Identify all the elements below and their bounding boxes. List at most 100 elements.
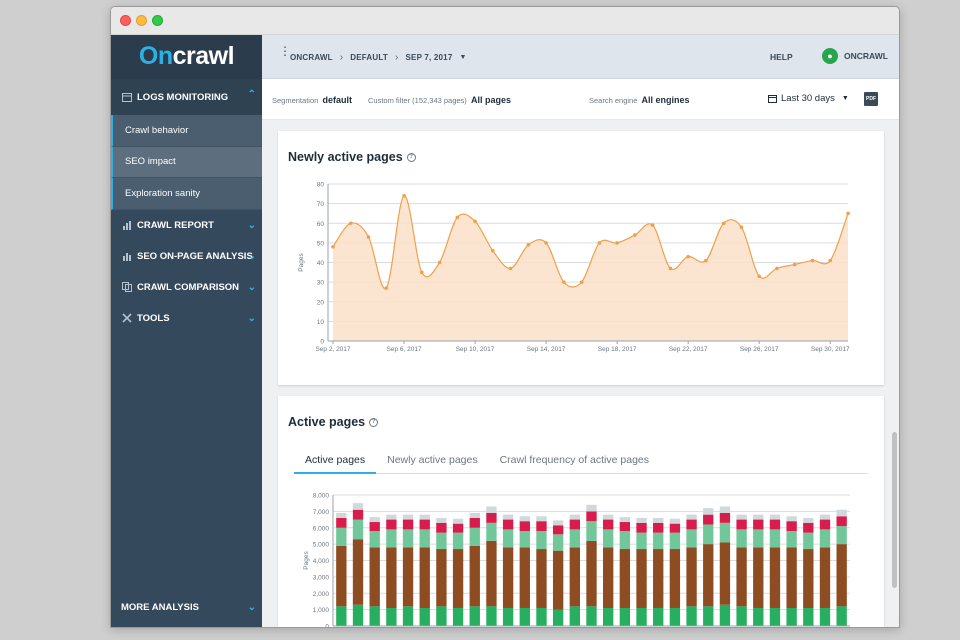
bar-segment	[436, 517, 447, 523]
card-title: Newly active pages ?	[288, 150, 416, 164]
bar-segment	[486, 606, 497, 626]
date-range-select[interactable]: Last 30 days ▼	[768, 93, 849, 104]
bar-segment	[419, 607, 430, 626]
bar-segment	[753, 607, 764, 626]
bar-segment	[669, 523, 681, 533]
y-tick-label: 1,000	[313, 607, 330, 614]
sidebar-item-label: Exploration sanity	[125, 187, 200, 199]
sidebar-item-crawl-behavior[interactable]: Crawl behavior	[111, 115, 262, 147]
chevron-down-icon: ⌄	[247, 250, 256, 262]
chevron-right-icon: ›	[339, 52, 344, 63]
user-menu[interactable]: ● ONCRAWL	[822, 48, 888, 64]
bar-segment	[703, 606, 714, 626]
bar-segment	[352, 519, 364, 540]
help-icon[interactable]: ?	[369, 417, 379, 427]
data-point	[846, 211, 850, 216]
bar-segment	[719, 506, 731, 514]
bar-segment	[653, 522, 664, 533]
bar-segment	[469, 606, 480, 626]
data-point	[597, 241, 602, 245]
bar-segment	[786, 547, 797, 608]
bar-segment	[352, 604, 364, 626]
calendar-icon	[768, 95, 777, 103]
y-tick-label: 50	[317, 240, 325, 247]
bar-segment	[369, 547, 380, 607]
tab-active-pages[interactable]: Active pages	[294, 448, 377, 474]
x-tick-label: Sep 18, 2017	[598, 346, 637, 353]
bar-segment	[669, 518, 681, 524]
bar-segment	[369, 522, 380, 532]
bar-segment	[686, 547, 697, 607]
data-point	[437, 260, 442, 265]
bar-segment	[786, 521, 797, 532]
maximize-window-button[interactable]	[152, 15, 163, 26]
nav-section-crawl-comparison[interactable]: CRAWL COMPARISON ⌄	[111, 272, 262, 303]
bar-segment	[469, 527, 480, 546]
y-tick-label: 30	[317, 280, 325, 287]
tab-newly-active-pages[interactable]: Newly active pages	[387, 454, 478, 466]
search-engine-filter[interactable]: Search engine All engines	[589, 95, 690, 105]
help-icon[interactable]: ?	[406, 152, 416, 162]
pdf-export-icon[interactable]: PDF	[864, 92, 878, 106]
tools-icon	[121, 313, 132, 324]
data-point	[775, 266, 779, 271]
segmentation-filter[interactable]: Segmentation default	[272, 95, 352, 105]
more-vertical-icon[interactable]: ⋮	[279, 44, 291, 58]
tab-crawl-frequency[interactable]: Crawl frequency of active pages	[499, 454, 650, 466]
caret-down-icon[interactable]: ▼	[459, 54, 467, 61]
card-title-text: Newly active pages	[288, 150, 403, 164]
nav-section-logs-monitoring[interactable]: LOGS MONITORING ⌃	[111, 79, 262, 115]
custom-filter[interactable]: Custom filter (152,343 pages) All pages	[368, 95, 511, 105]
chevron-down-icon: ⌄	[247, 281, 256, 293]
bar-segment	[803, 522, 814, 533]
data-point	[455, 215, 460, 220]
bar-segment	[803, 517, 814, 523]
bar-segment	[552, 520, 564, 526]
breadcrumb-item-workspace[interactable]: DEFAULT	[350, 53, 388, 62]
data-point	[491, 248, 495, 253]
sidebar-item-seo-impact[interactable]: SEO impact	[111, 146, 262, 178]
bar-segment	[502, 519, 514, 530]
bar-segment	[452, 532, 464, 550]
nav-section-more-analysis[interactable]: MORE ANALYSIS ⌄	[111, 592, 262, 623]
bar-segment	[736, 519, 747, 530]
chevron-down-icon: ⌄	[247, 312, 256, 324]
bar-segment	[786, 607, 797, 626]
nav-section-crawl-report[interactable]: CRAWL REPORT ⌄	[111, 210, 262, 241]
bar-segment	[653, 607, 664, 626]
bar-segment	[519, 531, 530, 548]
bar-segment	[836, 516, 847, 527]
y-tick-label: 6,000	[313, 525, 330, 532]
bar-segment	[452, 523, 464, 533]
oncrawl-logo[interactable]: Oncrawl	[111, 35, 262, 79]
bar-segment	[836, 509, 847, 517]
sidebar-item-exploration-sanity[interactable]: Exploration sanity	[111, 178, 262, 210]
help-link[interactable]: HELP	[770, 52, 793, 62]
breadcrumb-item-project[interactable]: ONCRAWL	[290, 53, 333, 62]
nav-section-seo-on-page-analysis[interactable]: SEO ON-PAGE ANALYSIS ⌄	[111, 241, 262, 272]
bar-segment	[569, 547, 580, 607]
bar-segment	[402, 529, 414, 548]
close-window-button[interactable]	[120, 15, 131, 26]
date-range-value: Last 30 days	[781, 93, 835, 104]
bar-segment	[769, 547, 781, 608]
breadcrumb-item-crawl-date[interactable]: SEP 7, 2017	[405, 53, 453, 62]
bar-segment	[703, 524, 714, 545]
data-point	[668, 266, 673, 271]
bar-segment	[386, 547, 397, 608]
vertical-scrollbar[interactable]	[892, 432, 897, 588]
card-title-text: Active pages	[288, 415, 366, 429]
bar-segment	[502, 514, 514, 520]
bar-segment	[753, 547, 764, 608]
card-title: Active pages ?	[288, 415, 379, 429]
bar-segment	[419, 529, 430, 548]
bar-segment	[603, 607, 614, 626]
data-point	[757, 274, 762, 279]
bar-segment	[586, 606, 597, 626]
data-point	[579, 280, 584, 284]
minimize-window-button[interactable]	[136, 15, 147, 26]
y-tick-label: 20	[317, 299, 325, 306]
nav-section-tools[interactable]: TOOLS ⌄	[111, 303, 262, 334]
bar-chart-icon	[121, 251, 132, 262]
bar-segment	[619, 607, 631, 626]
